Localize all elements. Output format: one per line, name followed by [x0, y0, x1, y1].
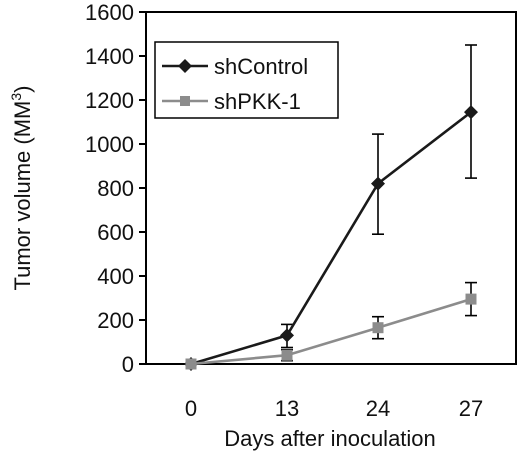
- data-point: [465, 293, 477, 305]
- legend-marker-square: [180, 96, 190, 106]
- legend-label-shcontrol: shControl: [214, 54, 308, 79]
- data-point: [281, 349, 293, 361]
- y-tick-label: 0: [122, 352, 134, 377]
- data-point: [280, 328, 294, 343]
- data-point: [185, 358, 197, 370]
- y-axis-label: Tumor volume (MM3): [8, 86, 35, 291]
- y-tick-label: 800: [97, 176, 134, 201]
- y-axis-label-main: Tumor volume (MM: [10, 101, 35, 291]
- y-axis-label-superscript: 3: [8, 93, 24, 101]
- y-tick-label: 200: [97, 308, 134, 333]
- x-tick-label: 0: [185, 396, 197, 421]
- x-tick-label: 24: [366, 396, 390, 421]
- series-line: [190, 297, 472, 366]
- series-shpkk1: [185, 281, 477, 370]
- legend: shControl shPKK-1: [154, 41, 339, 119]
- y-tick-label: 1200: [85, 88, 134, 113]
- x-axis-ticks: 0 13 24 27: [185, 396, 483, 421]
- data-point: [464, 105, 478, 120]
- y-tick-label: 400: [97, 264, 134, 289]
- y-axis-label-group: Tumor volume (MM3): [8, 86, 35, 291]
- x-tick-label: 13: [275, 396, 299, 421]
- y-axis-label-close: ): [10, 86, 35, 93]
- y-tick-label: 1000: [85, 132, 134, 157]
- y-tick-label: 1400: [85, 44, 134, 69]
- x-axis-label: Days after inoculation: [224, 426, 436, 451]
- data-point: [371, 176, 385, 191]
- series-line: [190, 111, 472, 366]
- x-tick-label: 27: [459, 396, 483, 421]
- legend-label-shpkk1: shPKK-1: [214, 89, 301, 114]
- data-point: [372, 322, 384, 334]
- y-tick-label: 600: [97, 220, 134, 245]
- y-axis-ticks: 0 200 400 600 800 1000 1200 1400 1600: [85, 0, 146, 377]
- series-layer: [184, 44, 478, 371]
- y-tick-label: 1600: [85, 0, 134, 25]
- legend-marker-diamond: [178, 59, 192, 73]
